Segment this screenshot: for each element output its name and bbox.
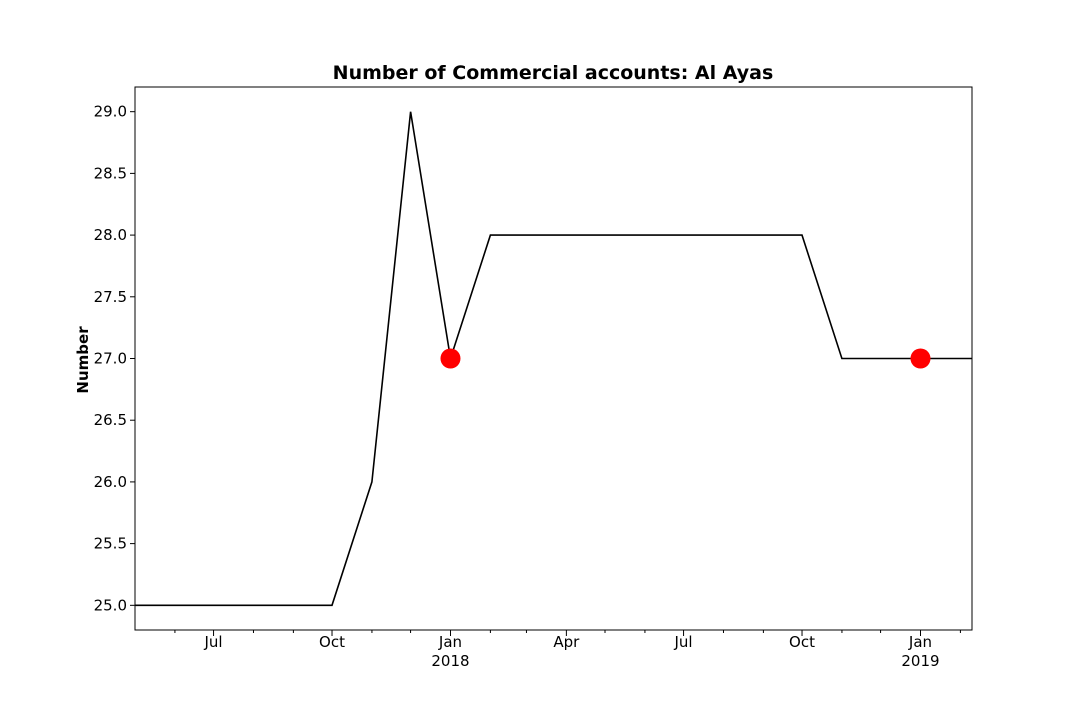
series-line (135, 111, 972, 607)
x-tick-year-label: 2018 (431, 652, 469, 670)
y-tick-label: 29.0 (94, 103, 127, 121)
x-tick-label: Jan (438, 633, 462, 651)
y-tick-label: 26.0 (94, 473, 127, 491)
x-tick-label: Apr (553, 633, 580, 651)
highlight-point (910, 348, 931, 369)
x-tick-label: Jul (674, 633, 693, 651)
y-tick-label: 28.0 (94, 226, 127, 244)
x-tick-label: Oct (319, 633, 345, 651)
x-tick-label: Oct (789, 633, 815, 651)
x-tick-year-label: 2019 (901, 652, 939, 670)
y-tick-label: 25.0 (94, 596, 127, 614)
y-tick-label: 27.0 (94, 350, 127, 368)
y-tick-label: 25.5 (94, 535, 127, 553)
x-tick-label: Jan (908, 633, 932, 651)
chart-title: Number of Commercial accounts: Al Ayas (333, 62, 774, 84)
y-axis-label: Number (74, 326, 92, 394)
highlight-point (440, 348, 461, 369)
series-layer (135, 111, 972, 607)
y-tick-label: 27.5 (94, 288, 127, 306)
highlight-layer (440, 348, 931, 369)
x-tick-label: Jul (203, 633, 222, 651)
y-tick-label: 26.5 (94, 411, 127, 429)
plot-area (134, 86, 973, 631)
y-axis: 25.0 25.5 26.0 26.5 27.0 27.5 28.0 28.5 29.0 (94, 103, 135, 614)
y-tick-label: 28.5 (94, 164, 127, 182)
